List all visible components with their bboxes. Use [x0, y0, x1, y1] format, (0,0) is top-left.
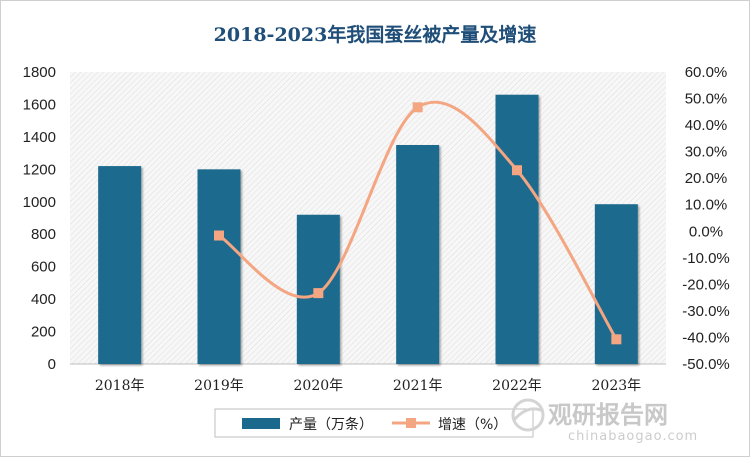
legend-line-label: 增速（%）: [438, 417, 507, 433]
x-axis-category-label: 2021年: [393, 378, 443, 394]
production-bar: [396, 145, 440, 364]
legend-line-marker: [406, 418, 416, 428]
left-axis-tick-label: 800: [31, 226, 56, 243]
x-axis-category-label: 2018年: [95, 378, 145, 394]
watermark-brand: 观研报告网: [548, 401, 668, 429]
right-axis-tick-label: 60.0%: [685, 64, 728, 81]
left-axis-tick-label: 1200: [23, 161, 56, 178]
left-axis-tick-label: 1800: [23, 64, 56, 81]
right-axis-tick-label: -40.0%: [682, 329, 730, 346]
legend-bar-swatch: [242, 418, 280, 429]
growth-point-marker: [313, 288, 324, 299]
right-axis-tick-label: 40.0%: [685, 117, 728, 134]
right-axis-tick-label: -20.0%: [682, 276, 730, 293]
x-axis-category-label: 2022年: [492, 378, 542, 394]
right-axis-tick-label: -50.0%: [682, 356, 730, 373]
production-bar: [495, 94, 539, 364]
x-axis-category-label: 2019年: [194, 378, 244, 394]
watermark-logo-icon: [511, 398, 545, 432]
left-axis-tick-label: 400: [31, 291, 56, 308]
plot-area-background: [70, 72, 666, 364]
right-axis-tick-label: 0.0%: [689, 223, 723, 240]
left-axis-tick-label: 0: [48, 356, 56, 373]
growth-point-marker: [611, 334, 622, 345]
growth-point-marker: [512, 165, 522, 176]
production-bar: [98, 166, 142, 364]
left-axis-tick-label: 1400: [23, 129, 56, 146]
watermark-url: chinabaogao.com: [568, 429, 698, 444]
growth-point-marker: [412, 102, 423, 113]
right-axis-tick-label: 50.0%: [685, 91, 728, 108]
growth-point-marker: [214, 230, 224, 241]
chart-title: 2018-2023年我国蚕丝被产量及增速: [213, 24, 537, 46]
left-axis-tick-label: 1000: [23, 194, 56, 211]
right-axis-tick-label: -10.0%: [682, 250, 730, 267]
watermark-logo-swoosh: [512, 407, 544, 422]
right-axis-tick-label: 30.0%: [685, 144, 728, 161]
x-axis-category-label: 2023年: [592, 378, 642, 394]
production-bar: [197, 169, 241, 364]
right-axis-tick-label: 10.0%: [685, 197, 728, 214]
x-axis-category-label: 2020年: [294, 378, 344, 394]
left-axis-tick-label: 600: [31, 259, 56, 276]
left-axis-tick-label: 200: [31, 324, 56, 341]
right-axis-tick-label: 20.0%: [685, 170, 728, 187]
watermark: 观研报告网 chinabaogao.com: [511, 398, 698, 444]
legend-bar-label: 产量（万条）: [289, 416, 373, 433]
left-axis-tick-label: 1600: [23, 96, 56, 113]
right-axis-tick-label: -30.0%: [682, 303, 730, 320]
